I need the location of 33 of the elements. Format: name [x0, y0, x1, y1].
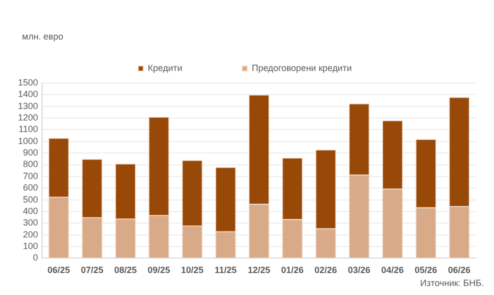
x-tick-label: 02/26 — [314, 265, 338, 276]
x-tick-label: 08/25 — [114, 265, 137, 276]
y-tick-label: 1400 — [18, 89, 38, 100]
x-tick-label: 03/26 — [348, 265, 370, 276]
x-tick-label: 06/26 — [448, 265, 471, 276]
x-tick-label: 12/25 — [248, 265, 270, 276]
x-tick-label: 10/25 — [180, 265, 204, 276]
y-axis-title: млн. евро — [22, 31, 64, 42]
y-tick-label: 600 — [22, 182, 38, 193]
legend-label: Кредити — [148, 62, 182, 73]
legend-label: Предоговорени кредити — [252, 62, 352, 73]
x-tick-label: 04/26 — [381, 265, 404, 276]
y-tick-label: 200 — [22, 229, 38, 240]
y-tick-label: 400 — [22, 206, 38, 216]
y-tick-label: 900 — [22, 148, 38, 158]
x-tick-label: 05/26 — [414, 265, 438, 276]
y-tick-label: 800 — [22, 159, 38, 170]
text: Източник: БНБ. — [420, 278, 484, 288]
x-tick-label: 11/25 — [214, 265, 237, 276]
y-tick-label: 0 — [33, 252, 38, 263]
x-tick-label: 09/25 — [148, 265, 170, 276]
y-tick-label: 100 — [22, 241, 38, 252]
y-tick-label: 1000 — [18, 136, 38, 146]
y-tick-label: 1500 — [18, 77, 38, 88]
x-tick-label: 06/25 — [47, 265, 70, 276]
y-tick-label: 1300 — [18, 100, 38, 111]
x-tick-label: 01/26 — [281, 265, 304, 276]
y-tick-label: 1100 — [18, 124, 38, 134]
y-tick-label: 500 — [22, 194, 38, 204]
y-tick-label: 700 — [22, 170, 38, 181]
x-tick-label: 07/25 — [80, 265, 104, 276]
y-tick-label: 300 — [22, 218, 38, 228]
y-tick-label: 1200 — [18, 112, 38, 123]
